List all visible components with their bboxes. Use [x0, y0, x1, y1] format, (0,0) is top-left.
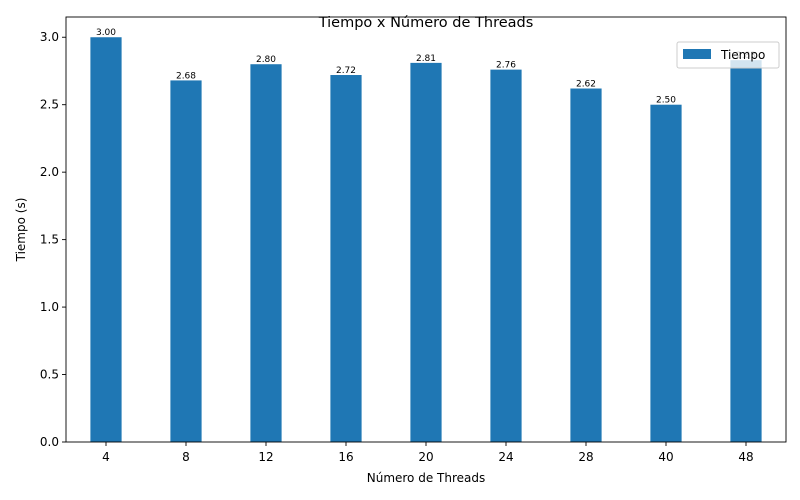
x-tick-label-4: 4 — [102, 450, 110, 464]
y-axis-label: Tiempo (s) — [14, 198, 28, 263]
bar-28 — [570, 88, 602, 442]
bar-20 — [410, 62, 442, 442]
y-tick-label-3.0: 3.0 — [40, 30, 59, 44]
bar-48 — [730, 60, 762, 443]
x-tick-label-40: 40 — [658, 450, 673, 464]
x-tick-label-20: 20 — [418, 450, 433, 464]
bar-40 — [650, 104, 682, 442]
x-tick-label-24: 24 — [498, 450, 513, 464]
y-tick-label-2.5: 2.5 — [40, 98, 59, 112]
legend: Tiempo — [676, 41, 780, 69]
y-tick-label-0.5: 0.5 — [40, 368, 59, 382]
y-tick-label-1.0: 1.0 — [40, 300, 59, 314]
bar-24 — [490, 69, 522, 442]
bar-value-label-4: 3.00 — [96, 28, 116, 38]
bar-value-label-8: 2.68 — [176, 71, 196, 81]
bar-value-label-28: 2.62 — [576, 80, 596, 90]
bar-4 — [90, 37, 122, 442]
legend-swatch — [683, 49, 711, 59]
x-tick-label-12: 12 — [258, 450, 273, 464]
legend-label: Tiempo — [720, 48, 765, 62]
bar-12 — [250, 64, 282, 442]
plot-frame — [65, 16, 787, 443]
bars-group — [90, 37, 762, 443]
x-tick-label-8: 8 — [182, 450, 190, 464]
x-axis: 4 8 12 16 20 24 28 40 48 — [102, 442, 754, 464]
legend-frame — [676, 41, 780, 69]
x-axis-label: Número de Threads — [367, 471, 486, 485]
x-tick-label-28: 28 — [578, 450, 593, 464]
chart-title: Tiempo x Número de Threads — [318, 15, 534, 31]
bar-value-label-20: 2.81 — [416, 54, 436, 64]
y-tick-label-1.5: 1.5 — [40, 233, 59, 247]
bar-value-label-40: 2.50 — [656, 96, 676, 106]
bar-16 — [330, 75, 362, 443]
bar-value-label-24: 2.76 — [496, 61, 516, 71]
x-tick-label-16: 16 — [338, 450, 353, 464]
bar-value-label-12: 2.80 — [256, 55, 276, 65]
bar-8 — [170, 80, 202, 443]
y-tick-label-0.0: 0.0 — [40, 435, 59, 449]
y-tick-label-2.0: 2.0 — [40, 165, 59, 179]
bar-value-label-16: 2.72 — [336, 66, 356, 76]
x-tick-label-48: 48 — [738, 450, 753, 464]
y-axis: 0.0 0.5 1.0 1.5 2.0 2.5 3.0 — [40, 30, 66, 449]
